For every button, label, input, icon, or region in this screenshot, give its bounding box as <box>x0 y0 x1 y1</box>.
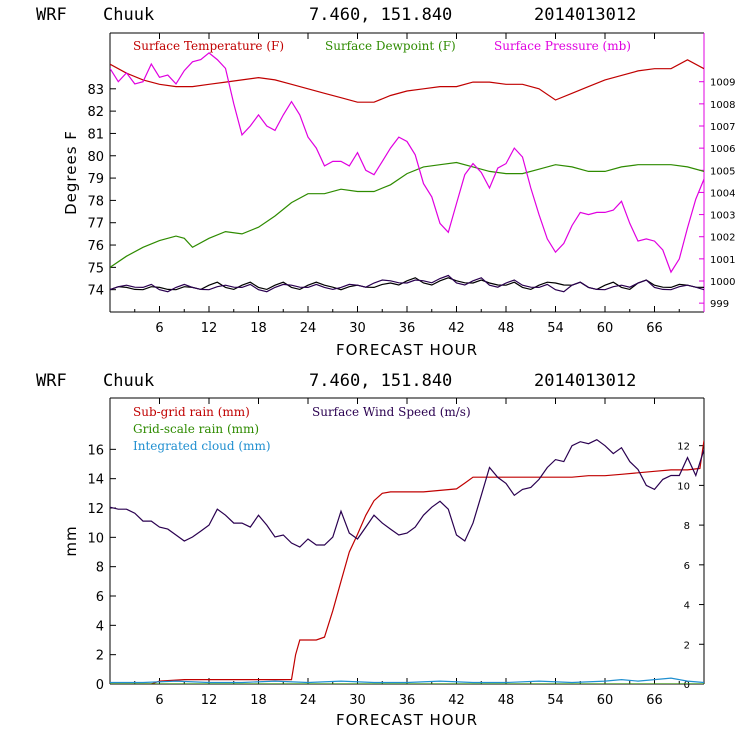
series-line <box>110 52 704 274</box>
y-tick-label: 83 <box>87 83 104 98</box>
header-init-time: 2014013012 <box>534 371 636 391</box>
x-tick-label: 30 <box>349 693 366 708</box>
y-tick-label: 0 <box>96 678 104 693</box>
x-tick-label: 36 <box>399 321 416 336</box>
y-tick-label: 4 <box>96 619 104 634</box>
y2-tick-label: 1000 <box>710 277 735 288</box>
series-line <box>110 439 704 548</box>
y-tick-label: 75 <box>87 261 104 276</box>
y2-tick-label: 1004 <box>710 188 735 199</box>
x-tick-label: 6 <box>155 693 163 708</box>
legend-entry: Integrated cloud (mm) <box>133 439 271 453</box>
x-tick-label: 42 <box>448 321 465 336</box>
y2-tick-label: 1002 <box>710 233 735 244</box>
y-tick-label: 79 <box>87 172 104 187</box>
header-station: Chuuk <box>103 5 154 25</box>
y-tick-label: 14 <box>87 473 104 488</box>
series-line <box>110 274 704 293</box>
y-tick-label: 12 <box>87 502 104 517</box>
y-tick-label: 10 <box>87 531 104 546</box>
x-tick-label: 54 <box>547 693 564 708</box>
header-model: WRF <box>36 5 67 25</box>
legend-entry: Surface Wind Speed (m/s) <box>312 405 471 419</box>
y-tick-label: 74 <box>87 284 104 299</box>
y-tick-label: 8 <box>96 561 104 576</box>
y-tick-label: 78 <box>87 194 104 209</box>
x-tick-label: 66 <box>646 321 663 336</box>
legend-entry: Surface Temperature (F) <box>133 39 284 53</box>
y-tick-label: 82 <box>87 105 104 120</box>
series-line <box>110 440 704 684</box>
x-axis-label: FORECAST HOUR <box>336 711 478 729</box>
y-tick-label: 6 <box>96 590 104 605</box>
y2-tick-label: 10 <box>677 481 690 492</box>
y-tick-label: 16 <box>87 443 104 458</box>
y-tick-label: 2 <box>96 649 104 664</box>
y2-tick-label: 8 <box>684 521 690 532</box>
header-coords: 7.460, 151.840 <box>309 5 452 25</box>
legend-entry: Surface Dewpoint (F) <box>325 39 456 53</box>
y2-tick-label: 6 <box>684 561 690 572</box>
y2-tick-label: 4 <box>684 601 690 612</box>
legend-entry: Grid-scale rain (mm) <box>133 422 259 436</box>
header-init-time: 2014013012 <box>534 5 636 25</box>
y2-tick-label: 1007 <box>710 122 735 133</box>
x-tick-label: 60 <box>597 321 614 336</box>
x-tick-label: 54 <box>547 321 564 336</box>
x-tick-label: 18 <box>250 693 267 708</box>
header-model: WRF <box>36 371 67 391</box>
y-axis-label: mm <box>62 525 80 556</box>
x-tick-label: 6 <box>155 321 163 336</box>
y2-tick-label: 1006 <box>710 144 735 155</box>
y-tick-label: 81 <box>87 127 104 142</box>
y-axis-label: Degrees F <box>62 130 80 215</box>
series-line <box>110 161 704 268</box>
x-tick-label: 60 <box>597 693 614 708</box>
y2-tick-label: 1009 <box>710 78 735 89</box>
y2-tick-label: 0 <box>684 680 690 691</box>
x-tick-label: 18 <box>250 321 267 336</box>
y2-tick-label: 999 <box>710 299 729 310</box>
x-tick-label: 30 <box>349 321 366 336</box>
x-tick-label: 24 <box>300 321 317 336</box>
x-tick-label: 48 <box>498 321 515 336</box>
series-line <box>110 277 704 291</box>
legend-entry: Surface Pressure (mb) <box>494 39 631 53</box>
header-coords: 7.460, 151.840 <box>309 371 452 391</box>
y-tick-label: 77 <box>87 217 104 232</box>
y2-tick-label: 12 <box>677 442 690 453</box>
x-tick-label: 24 <box>300 693 317 708</box>
header-station: Chuuk <box>103 371 154 391</box>
x-tick-label: 12 <box>201 321 218 336</box>
x-axis-label: FORECAST HOUR <box>336 341 478 359</box>
series-line <box>110 59 704 103</box>
y-tick-label: 80 <box>87 150 104 165</box>
x-tick-label: 66 <box>646 693 663 708</box>
y2-tick-label: 2 <box>684 640 690 651</box>
y-tick-label: 76 <box>87 239 104 254</box>
x-tick-label: 42 <box>448 693 465 708</box>
y2-tick-label: 1003 <box>710 211 735 222</box>
legend-entry: Sub-grid rain (mm) <box>133 405 250 419</box>
chart-panel-1: WRF Chuuk 7.460, 151.840 2014013012 6 12 18 24 3… <box>36 5 735 359</box>
series-line <box>110 677 704 684</box>
x-tick-label: 12 <box>201 693 218 708</box>
y2-tick-label: 1008 <box>710 100 735 111</box>
x-tick-label: 36 <box>399 693 416 708</box>
x-tick-label: 48 <box>498 693 515 708</box>
y2-tick-label: 1005 <box>710 166 735 177</box>
y2-tick-label: 1001 <box>710 255 735 266</box>
